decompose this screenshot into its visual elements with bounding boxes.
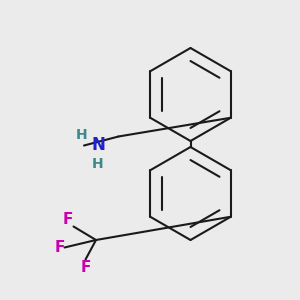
Text: F: F: [80, 260, 91, 274]
Text: N: N: [92, 136, 105, 154]
Text: F: F: [54, 240, 64, 255]
Text: F: F: [63, 212, 74, 226]
Text: H: H: [75, 128, 87, 142]
Text: H: H: [92, 158, 103, 172]
